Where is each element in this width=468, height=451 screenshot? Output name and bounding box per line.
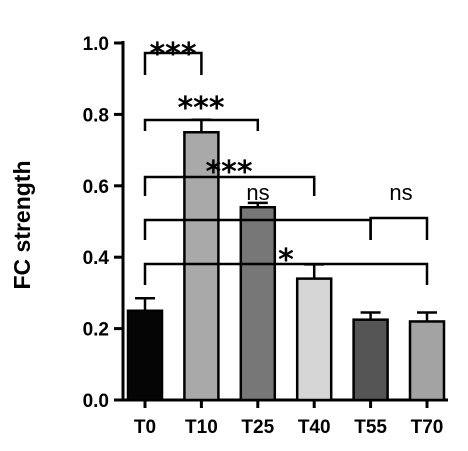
y-axis-title: FC strength <box>9 160 35 289</box>
y-tick-label: 0.2 <box>83 320 109 341</box>
x-tick-label: T0 <box>134 417 156 438</box>
bar <box>354 320 388 400</box>
bar <box>128 311 162 400</box>
y-tick-label: 0.0 <box>83 391 109 412</box>
y-tick-label: 0.6 <box>83 177 109 198</box>
significance-label: * <box>278 243 294 278</box>
significance-bracket <box>371 218 427 240</box>
significance-label: *** <box>177 91 224 126</box>
x-tick-label: T40 <box>298 417 331 438</box>
x-tick-label: T10 <box>185 417 218 438</box>
y-tick-label: 1.0 <box>83 34 109 55</box>
significance-label: *** <box>149 37 196 72</box>
x-tick-label: T25 <box>241 417 274 438</box>
bar <box>410 321 444 400</box>
significance-label: ns <box>389 180 412 205</box>
significance-label: ns <box>246 180 269 205</box>
bar <box>297 279 331 400</box>
x-tick-label: T55 <box>354 417 387 438</box>
x-tick-label: T70 <box>411 417 444 438</box>
bar <box>241 207 275 400</box>
y-tick-label: 0.8 <box>83 105 109 126</box>
y-tick-label: 0.4 <box>83 248 110 269</box>
